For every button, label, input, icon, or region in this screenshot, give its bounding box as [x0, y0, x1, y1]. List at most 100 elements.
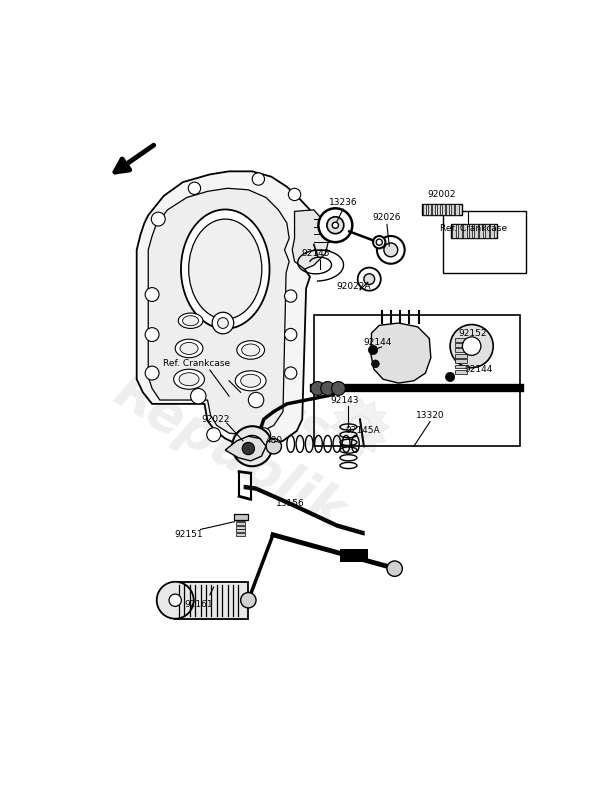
Ellipse shape	[241, 374, 261, 388]
Circle shape	[384, 243, 398, 256]
Circle shape	[445, 372, 455, 382]
Circle shape	[311, 382, 325, 396]
Bar	[463, 224, 467, 237]
Bar	[455, 338, 467, 341]
Ellipse shape	[183, 316, 198, 326]
Bar	[485, 224, 489, 237]
Bar	[437, 205, 440, 215]
Text: 92151: 92151	[174, 531, 203, 539]
Bar	[455, 360, 467, 363]
Bar	[455, 364, 467, 368]
Ellipse shape	[235, 371, 266, 391]
Text: 92144: 92144	[363, 338, 392, 347]
Text: Ref. Crankcase: Ref. Crankcase	[441, 224, 508, 233]
Circle shape	[462, 337, 481, 356]
Circle shape	[157, 582, 194, 618]
Bar	[236, 530, 245, 532]
Circle shape	[188, 182, 201, 194]
Circle shape	[242, 443, 254, 455]
Circle shape	[249, 392, 264, 407]
Bar	[340, 550, 368, 562]
Polygon shape	[292, 210, 329, 269]
Circle shape	[319, 209, 352, 242]
Text: 92022A: 92022A	[336, 282, 371, 292]
Circle shape	[289, 189, 301, 201]
Circle shape	[217, 318, 229, 328]
Circle shape	[349, 416, 371, 438]
Circle shape	[327, 217, 344, 234]
Circle shape	[387, 561, 402, 576]
Bar	[175, 582, 249, 618]
Text: 92002: 92002	[428, 190, 456, 199]
Bar	[314, 316, 520, 446]
Polygon shape	[148, 189, 289, 435]
Circle shape	[145, 288, 159, 301]
Bar	[423, 205, 426, 215]
Circle shape	[207, 427, 221, 442]
Text: 92145: 92145	[301, 249, 330, 258]
Bar	[451, 205, 454, 215]
Bar	[469, 224, 472, 237]
Text: 92022: 92022	[202, 415, 230, 423]
Circle shape	[145, 328, 159, 341]
Text: 13320: 13320	[416, 411, 444, 420]
Circle shape	[284, 290, 297, 302]
Bar	[236, 533, 245, 536]
Circle shape	[373, 236, 385, 248]
Text: 92145A: 92145A	[346, 427, 380, 435]
Ellipse shape	[175, 340, 203, 358]
Bar	[458, 224, 462, 237]
Text: Parts
Republik: Parts Republik	[105, 314, 384, 540]
Circle shape	[241, 435, 263, 457]
Bar	[234, 514, 247, 520]
Bar	[455, 343, 467, 347]
Circle shape	[232, 426, 272, 467]
Text: 13156: 13156	[276, 499, 305, 508]
Bar	[442, 205, 445, 215]
Circle shape	[376, 239, 382, 245]
Bar	[451, 224, 497, 237]
Bar	[455, 354, 467, 358]
Ellipse shape	[188, 219, 262, 319]
Bar	[443, 212, 527, 273]
Bar	[422, 205, 462, 215]
Ellipse shape	[181, 209, 270, 329]
Bar	[455, 348, 467, 352]
Bar	[452, 224, 456, 237]
Circle shape	[364, 274, 375, 284]
Circle shape	[257, 427, 271, 442]
Text: 92143: 92143	[330, 396, 359, 405]
Bar	[455, 370, 467, 374]
Bar	[432, 205, 435, 215]
Circle shape	[169, 594, 181, 606]
Ellipse shape	[174, 369, 204, 389]
Polygon shape	[371, 323, 431, 383]
Bar	[446, 205, 449, 215]
Text: Ref. Crankcase: Ref. Crankcase	[163, 360, 230, 368]
Circle shape	[332, 222, 339, 229]
Circle shape	[241, 593, 256, 608]
Bar	[474, 224, 478, 237]
Polygon shape	[225, 436, 266, 461]
Text: 92161: 92161	[184, 599, 213, 609]
Circle shape	[266, 439, 282, 454]
Bar	[236, 526, 245, 529]
Circle shape	[369, 345, 378, 355]
Ellipse shape	[237, 340, 264, 360]
Ellipse shape	[180, 343, 198, 355]
Bar	[236, 518, 245, 521]
Circle shape	[284, 328, 297, 340]
Polygon shape	[137, 171, 322, 446]
Circle shape	[252, 173, 264, 185]
Bar	[479, 224, 483, 237]
Circle shape	[321, 382, 335, 396]
Circle shape	[358, 268, 380, 291]
Bar	[236, 522, 245, 525]
Ellipse shape	[241, 344, 260, 356]
Circle shape	[145, 366, 159, 380]
Polygon shape	[331, 398, 389, 456]
Text: 92152: 92152	[458, 328, 487, 337]
Circle shape	[212, 312, 234, 334]
Text: 92026: 92026	[373, 213, 401, 222]
Ellipse shape	[179, 372, 199, 386]
